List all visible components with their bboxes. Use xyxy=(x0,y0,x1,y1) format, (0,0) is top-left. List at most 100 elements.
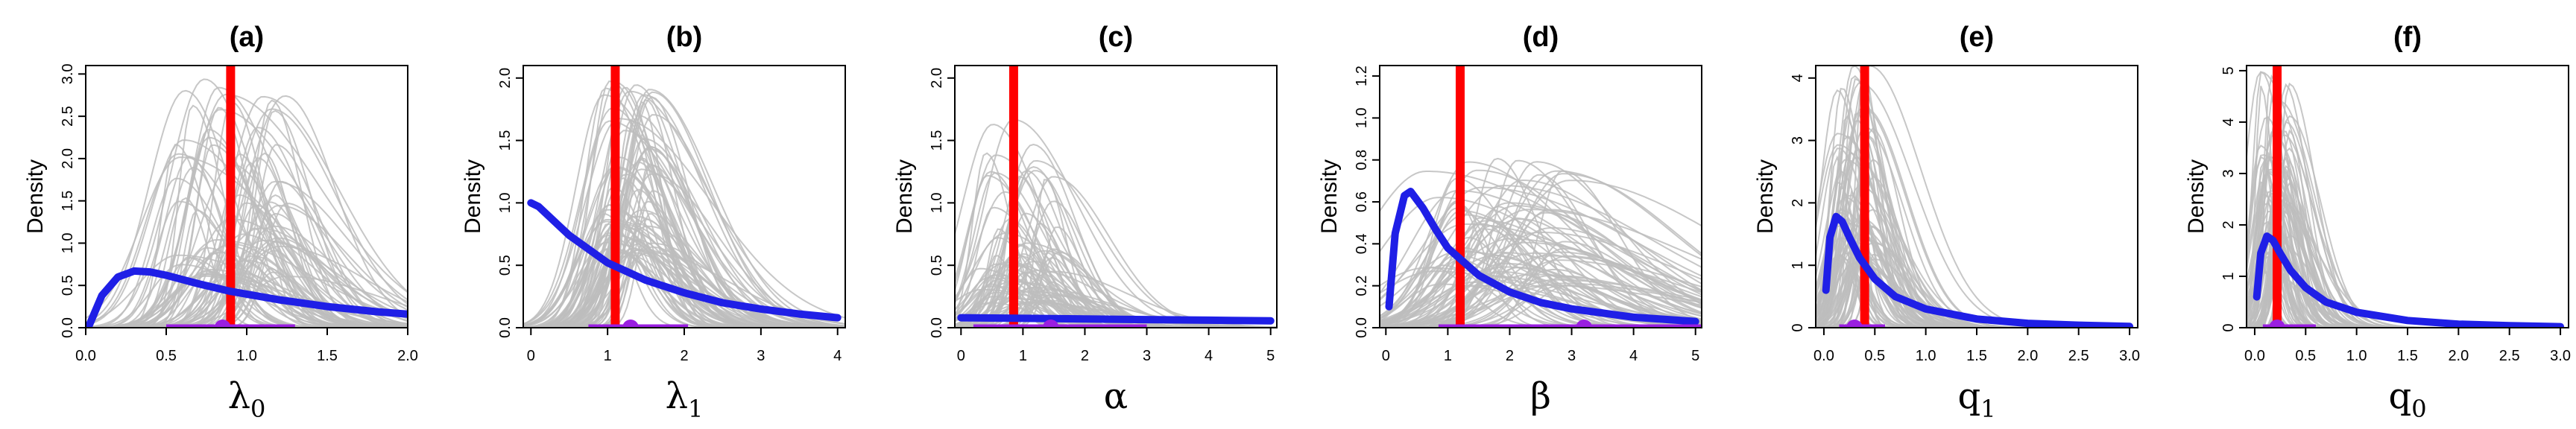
sample-curve xyxy=(86,254,408,325)
x-tick-label: 0 xyxy=(527,348,535,364)
sample-curve xyxy=(2247,163,2569,328)
y-tick-label: 1.0 xyxy=(60,233,76,254)
x-tick-label: 5 xyxy=(1691,348,1699,364)
x-tick-label: 2 xyxy=(1506,348,1514,364)
y-axis-label: Density xyxy=(461,159,485,234)
sample-curve xyxy=(86,273,408,328)
interval-point-estimate xyxy=(1846,320,1863,328)
y-tick-label: 2.0 xyxy=(497,68,514,89)
y-tick-label: 2.0 xyxy=(929,68,945,89)
sample-curve xyxy=(1380,179,1702,328)
sample-curve xyxy=(1380,185,1702,317)
sample-curve xyxy=(1816,170,2138,328)
x-axis-label-subscript: 0 xyxy=(250,395,265,423)
x-axis-label: λ0 xyxy=(228,375,266,423)
x-tick-label: 1.5 xyxy=(317,348,338,364)
prior-density-curve xyxy=(86,267,408,328)
sample-curve xyxy=(1816,82,2138,328)
sample-curve xyxy=(955,174,1277,328)
prior-density-curve xyxy=(957,314,1275,325)
y-tick-label: 4 xyxy=(1790,74,1806,82)
y-tick-label: 1 xyxy=(2220,272,2237,280)
sample-curve xyxy=(1816,89,2138,328)
sample-curve xyxy=(86,203,408,328)
y-tick-label: 1.2 xyxy=(1354,66,1370,86)
x-tick-label: 0.0 xyxy=(1813,348,1834,364)
sample-curve xyxy=(2247,130,2569,328)
y-tick-label: 3.0 xyxy=(60,63,76,84)
sample-curve xyxy=(1816,120,2138,328)
y-tick-label: 1.5 xyxy=(929,130,945,151)
sample-curve xyxy=(2247,201,2569,328)
plot-area xyxy=(86,66,408,328)
panel-4: 0 1 2 3 4 5 0.0 0.2 0.4 0.6 0.8 1.0 1.2 Density (d) β xyxy=(1317,22,1702,417)
sample-curve xyxy=(1816,224,2138,328)
prior-density-curve xyxy=(1385,188,1699,325)
sample-curve xyxy=(1816,236,2138,328)
x-axis-label-subscript: 1 xyxy=(1980,395,1995,423)
y-tick-label: 2 xyxy=(1790,199,1806,207)
sample-curve xyxy=(1380,264,1702,328)
x-tick-label: 3.0 xyxy=(2119,348,2140,364)
x-tick-label: 1.0 xyxy=(236,348,257,364)
sample-curve xyxy=(2247,270,2569,328)
x-tick-label: 1 xyxy=(1019,348,1027,364)
x-tick-label: 3 xyxy=(1143,348,1151,364)
x-axis-label: λ1 xyxy=(666,375,704,423)
sample-curve xyxy=(1380,202,1702,325)
y-tick-label: 0.0 xyxy=(1354,317,1370,338)
sample-curve xyxy=(1380,236,1702,328)
sample-curve xyxy=(86,93,408,328)
sample-curve xyxy=(86,166,408,328)
x-axis-label-symbol: q xyxy=(1957,375,1980,417)
sample-curve xyxy=(1816,194,2138,328)
panel-title: (e) xyxy=(1960,22,1994,53)
sample-curve xyxy=(1816,112,2138,328)
sample-curve xyxy=(2247,71,2569,328)
x-axis-label-subscript: 1 xyxy=(688,395,703,423)
x-tick-label: 2 xyxy=(1081,348,1089,364)
x-tick-label: 0.5 xyxy=(156,348,177,364)
y-tick-label: 0 xyxy=(1790,323,1806,331)
y-tick-label: 0.5 xyxy=(929,255,945,276)
sample-curve xyxy=(523,94,845,328)
sample-curve xyxy=(1816,257,2138,328)
interval-point-estimate xyxy=(2269,320,2286,328)
x-axis-label-subscript: 0 xyxy=(2411,395,2426,423)
x-tick-label: 2.5 xyxy=(2499,348,2520,364)
sample-curve xyxy=(2247,197,2569,328)
x-tick-label: 2.0 xyxy=(2448,348,2469,364)
sample-curve xyxy=(523,190,845,328)
panel-title: (b) xyxy=(666,22,703,53)
x-tick-label: 1 xyxy=(1444,348,1452,364)
prior-density-curve xyxy=(527,199,842,322)
sample-curve xyxy=(2247,220,2569,328)
y-axis-label: Density xyxy=(23,159,48,234)
sample-curve xyxy=(2247,121,2569,328)
x-tick-label: 2.5 xyxy=(2068,348,2089,364)
y-tick-label: 1.5 xyxy=(60,191,76,212)
x-axis-label-symbol: q xyxy=(2388,375,2411,417)
sample-curve xyxy=(523,138,845,328)
sample-curve xyxy=(2247,83,2569,328)
sample-curve xyxy=(86,244,408,328)
y-axis-label: Density xyxy=(2184,159,2209,234)
x-tick-label: 2.0 xyxy=(2017,348,2038,364)
interval-point-estimate xyxy=(622,320,639,328)
x-tick-label: 0.5 xyxy=(1864,348,1885,364)
plot-area xyxy=(2247,66,2569,328)
sample-curves xyxy=(2247,71,2569,328)
sample-curve xyxy=(2247,218,2569,328)
plot-area xyxy=(523,66,845,328)
sample-curve xyxy=(1816,238,2138,328)
sample-curve xyxy=(1380,273,1702,328)
sample-curve xyxy=(2247,241,2569,328)
sample-curve xyxy=(2247,246,2569,328)
sample-curve xyxy=(955,267,1277,328)
sample-curve xyxy=(1816,258,2138,328)
x-tick-label: 4 xyxy=(1629,348,1638,364)
y-tick-label: 0.6 xyxy=(1354,191,1370,212)
x-tick-label: 0.0 xyxy=(2244,348,2265,364)
x-tick-label: 0 xyxy=(957,348,965,364)
sample-curve xyxy=(2247,133,2569,328)
